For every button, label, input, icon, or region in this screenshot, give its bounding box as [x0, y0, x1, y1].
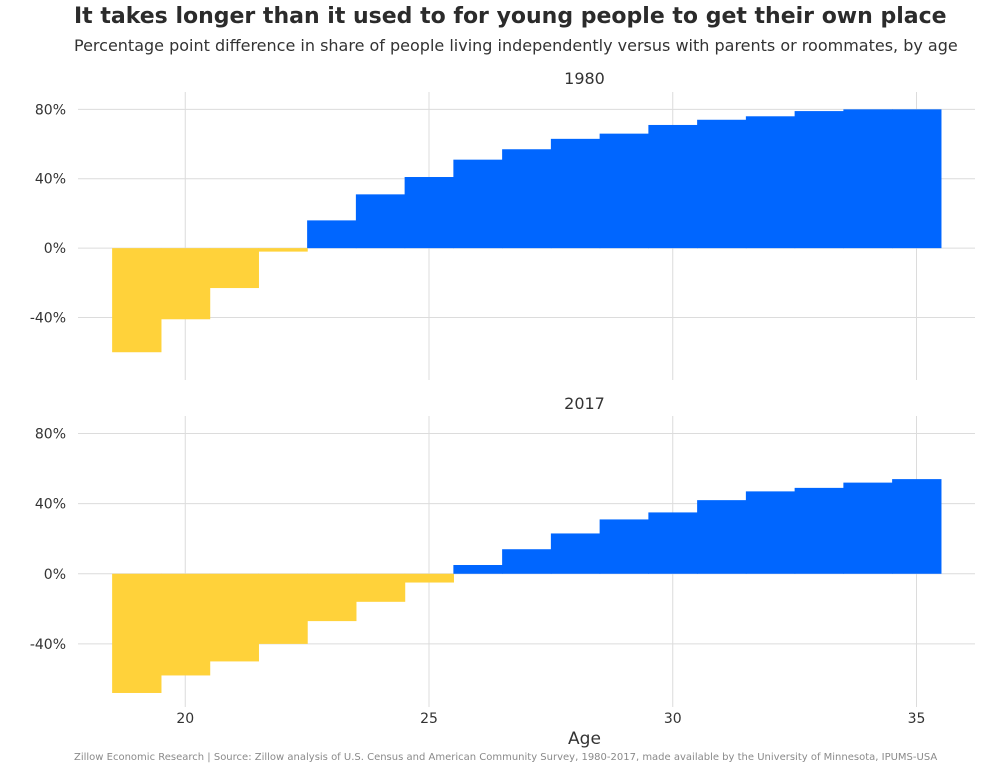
- bar-2017-age-33: [794, 487, 844, 574]
- y-tick-label: 40%: [35, 172, 66, 188]
- bar-1980-age-32: [745, 116, 796, 249]
- x-axis-label: Age: [568, 729, 601, 749]
- bar-1980-age-21: [209, 248, 259, 289]
- bar-1980-age-26: [453, 159, 503, 249]
- bar-2017-age-23: [307, 573, 357, 622]
- bar-2017-age-27: [502, 549, 552, 574]
- x-tick-label: 30: [664, 711, 682, 727]
- bar-2017-age-29: [599, 519, 649, 574]
- bar-2017-age-28: [550, 533, 601, 574]
- bar-1980-age-23: [307, 220, 357, 249]
- bar-2017-age-26: [453, 565, 503, 574]
- bar-1980-age-28: [550, 138, 601, 249]
- bar-2017-age-20: [160, 573, 211, 676]
- bar-1980-age-22: [258, 248, 308, 252]
- x-tick-label: 20: [176, 711, 194, 727]
- bar-1980-age-35: [892, 109, 942, 249]
- source-caption: Zillow Economic Research | Source: Zillo…: [74, 752, 938, 763]
- panel-title-1980: 1980: [564, 69, 605, 88]
- x-tick-label: 35: [908, 711, 926, 727]
- bar-2017-age-24: [355, 573, 406, 602]
- y-tick-label: 80%: [35, 427, 66, 443]
- y-tick-label: 0%: [44, 567, 66, 583]
- bar-2017-age-22: [258, 573, 308, 644]
- y-tick-label: 80%: [35, 102, 66, 118]
- bar-1980-age-34: [843, 109, 893, 249]
- chart-title: It takes longer than it used to for youn…: [74, 4, 947, 29]
- bar-2017-age-19: [112, 573, 162, 693]
- y-tick-label: -40%: [30, 637, 66, 653]
- bar-1980-age-19: [112, 248, 162, 353]
- bar-2017-age-25: [404, 573, 454, 583]
- bar-2017-age-32: [745, 491, 796, 574]
- bar-1980-age-29: [599, 133, 649, 249]
- bar-1980-age-30: [648, 124, 698, 249]
- bar-1980-age-31: [697, 119, 747, 249]
- bar-2017-age-30: [648, 512, 698, 574]
- bar-2017-age-35: [892, 479, 942, 574]
- bar-1980-age-20: [160, 248, 211, 320]
- y-tick-label: 40%: [35, 497, 66, 513]
- panel-title-2017: 2017: [564, 394, 605, 413]
- bar-1980-age-27: [502, 149, 552, 249]
- bar-2017-age-34: [843, 482, 893, 574]
- chart-subtitle: Percentage point difference in share of …: [74, 36, 958, 55]
- bar-2017-age-31: [697, 500, 747, 574]
- y-tick-label: 0%: [44, 241, 66, 257]
- bar-1980-age-24: [355, 194, 406, 249]
- x-tick-label: 25: [420, 711, 438, 727]
- y-tick-label: -40%: [30, 311, 66, 327]
- bar-1980-age-33: [794, 111, 844, 249]
- bar-1980-age-25: [404, 177, 454, 249]
- bar-2017-age-21: [209, 573, 259, 662]
